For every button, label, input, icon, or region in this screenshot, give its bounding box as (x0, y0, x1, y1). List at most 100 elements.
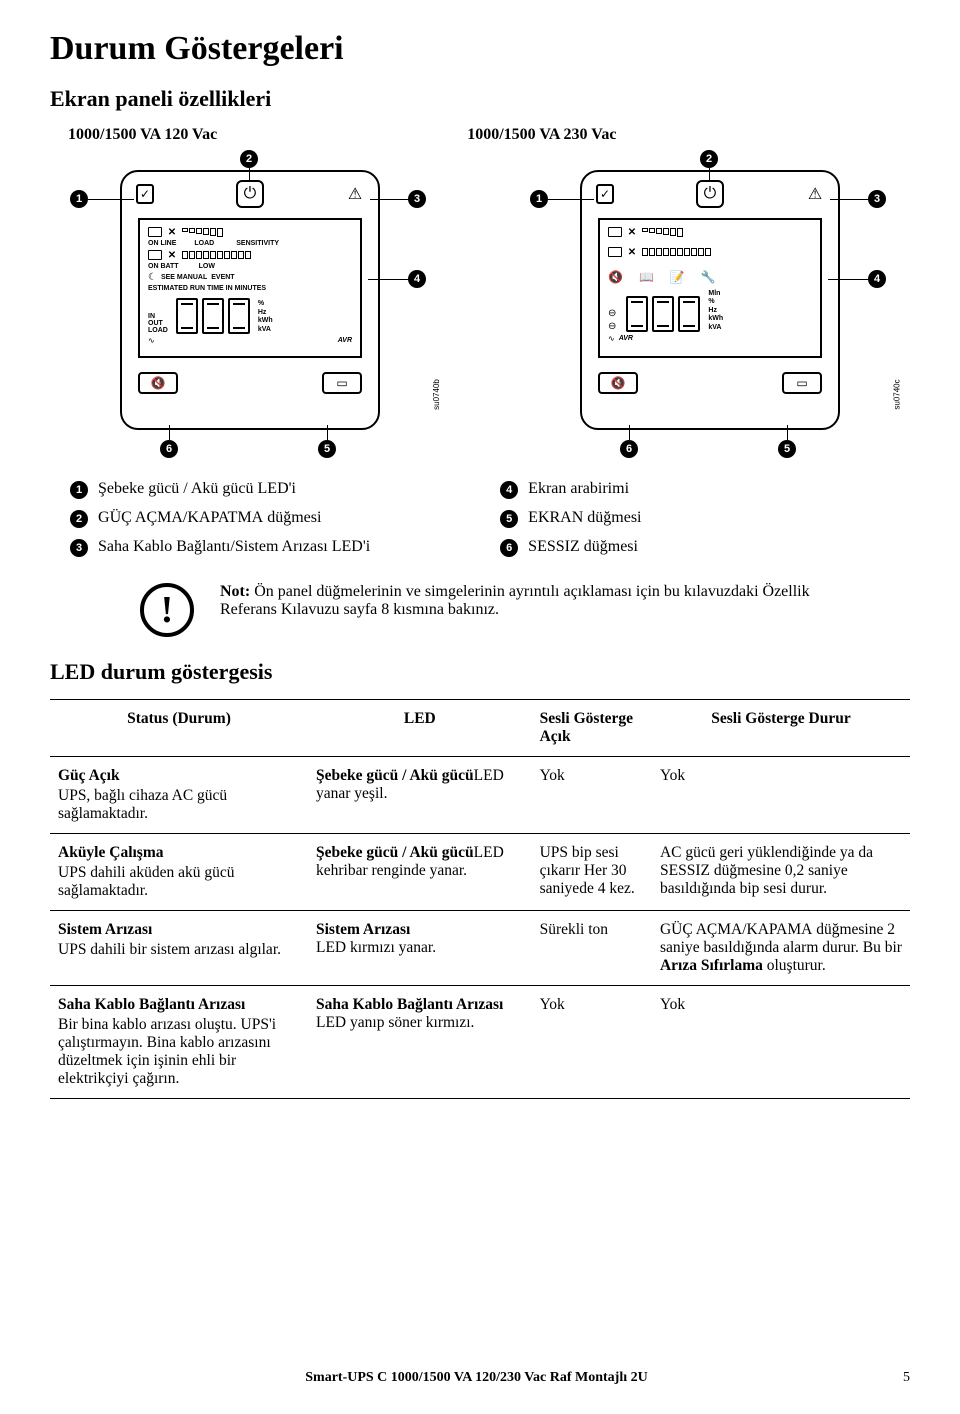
segment-gauge-icon (642, 248, 711, 256)
sound-stop-cell: Yok (652, 986, 910, 1099)
legend-text: SESSIZ düğmesi (528, 538, 638, 556)
unit-label: % (708, 298, 723, 306)
status-table: Status (Durum) LED Sesli Gösterge Açık S… (50, 699, 910, 1099)
mute-small-icon: 🔇 (608, 270, 623, 284)
lcd-label: ON LINE (148, 240, 176, 247)
callout-6: 6 (160, 440, 178, 458)
x-icon: ✕ (626, 226, 638, 238)
display-icon: ▭ (782, 372, 822, 394)
lcd-label: OUT (148, 320, 168, 327)
led-status-heading: LED durum göstergesis (50, 659, 910, 685)
moon-icon: ☾ (148, 272, 157, 283)
page-footer: Smart-UPS C 1000/1500 VA 120/230 Vac Raf… (50, 1370, 910, 1386)
lcd-label: LOW (199, 263, 215, 270)
battery-icon (148, 250, 162, 260)
diagram-code: su0740c (892, 379, 901, 409)
callout-4: 4 (408, 270, 426, 288)
callout-2: 2 (240, 150, 258, 168)
power-icon: ⏻ (236, 180, 264, 208)
mute-icon: 🔇 (138, 372, 178, 394)
panel-left: ✓ ⏻ ⚠ ✕ ON LINE LOAD SENSITIVITY ✕ (120, 170, 380, 430)
x-icon: ✕ (166, 249, 178, 261)
sound-stop-cell: Yok (652, 757, 910, 834)
plug-icon (148, 227, 162, 237)
panel-right: ✓ ⏻ ⚠ ✕ ✕ 🔇 📖 (580, 170, 840, 430)
status-secondary: UPS, bağlı cihaza AC gücü sağlamaktadır. (58, 787, 227, 822)
led-cell: Sistem ArızasıLED kırmızı yanar. (308, 911, 532, 986)
table-header: Status (Durum) (50, 700, 308, 757)
check-icon: ✓ (596, 184, 614, 204)
arrow-in-icon: ⊖ (608, 308, 616, 319)
status-secondary: Bir bina kablo arızası oluştu. UPS'i çal… (58, 1016, 276, 1087)
power-icon: ⏻ (696, 180, 724, 208)
callout-3: 3 (868, 190, 886, 208)
legend: 1Şebeke gücü / Akü gücü LED'i 2GÜÇ AÇMA/… (70, 480, 910, 557)
seven-segment-icon (176, 298, 250, 334)
avr-label: AVR (619, 335, 633, 342)
panel-right-wrap: ✓ ⏻ ⚠ ✕ ✕ 🔇 📖 (520, 150, 910, 460)
status-secondary: UPS dahili aküden akü gücü sağlamaktadır… (58, 864, 235, 899)
legend-text: Şebeke gücü / Akü gücü LED'i (98, 480, 296, 498)
legend-num: 6 (500, 539, 518, 557)
lcd-label: EVENT (211, 274, 234, 281)
plug-icon (608, 227, 622, 237)
sound-on-cell: UPS bip sesi çıkarır Her 30 saniyede 4 k… (532, 834, 652, 911)
wave-icon: ∿ (608, 334, 615, 343)
table-header: LED (308, 700, 532, 757)
legend-text: Saha Kablo Bağlantı/Sistem Arızası LED'i (98, 538, 370, 556)
legend-text: Ekran arabirimi (528, 480, 629, 498)
unit-label: kWh (258, 317, 273, 325)
table-header: Sesli Gösterge Durur (652, 700, 910, 757)
lcd-label: SENSITIVITY (236, 240, 279, 247)
table-row: Aküyle Çalışma UPS dahili aküden akü gücü… (50, 834, 910, 911)
status-primary: Saha Kablo Bağlantı Arızası (58, 996, 300, 1014)
unit-label: % (258, 300, 273, 308)
legend-num: 3 (70, 539, 88, 557)
table-row: Güç AçıkUPS, bağlı cihaza AC gücü sağlam… (50, 757, 910, 834)
seven-segment-icon (626, 296, 700, 332)
section-subtitle: Ekran paneli özellikleri (50, 86, 910, 112)
lcd-label: SEE MANUAL (161, 274, 207, 281)
segment-gauge-icon (182, 251, 251, 259)
status-primary: Aküyle Çalışma (58, 844, 300, 862)
sound-on-cell: Sürekli ton (532, 911, 652, 986)
legend-num: 1 (70, 481, 88, 499)
lcd-label: LOAD (148, 327, 168, 334)
avr-label: AVR (338, 337, 352, 344)
legend-text: EKRAN düğmesi (528, 509, 641, 527)
battery-icon (608, 247, 622, 257)
exclamation-icon: ! (140, 583, 194, 637)
footer-title: Smart-UPS C 1000/1500 VA 120/230 Vac Raf… (305, 1370, 648, 1386)
lcd-label: ESTIMATED RUN TIME IN MINUTES (148, 285, 266, 292)
callout-1: 1 (70, 190, 88, 208)
bar-gauge-icon (182, 228, 223, 237)
note-text: Not: Ön panel düğmelerinin ve simgelerin… (220, 583, 860, 619)
lcd-label: IN (148, 313, 168, 320)
panel-left-wrap: ✓ ⏻ ⚠ ✕ ON LINE LOAD SENSITIVITY ✕ (60, 150, 450, 460)
arrow-out-icon: ⊖ (608, 321, 616, 332)
unit-label: Hz (708, 307, 723, 315)
unit-label: kVA (708, 324, 723, 332)
unit-label: kWh (708, 315, 723, 323)
lcd-label: LOAD (194, 240, 214, 247)
display-icon: ▭ (322, 372, 362, 394)
table-header: Sesli Gösterge Açık (532, 700, 652, 757)
lcd-label: ON BATT (148, 263, 179, 270)
sound-stop-cell: GÜÇ AÇMA/KAPAMA düğmesine 2 saniye basıl… (652, 911, 910, 986)
wave-icon: ∿ (148, 336, 155, 345)
status-secondary: UPS dahili bir sistem arızası algılar. (58, 941, 281, 958)
unit-label: Hz (258, 309, 273, 317)
led-cell: Şebeke gücü / Akü gücüLED yanar yeşil. (308, 757, 532, 834)
led-cell: Şebeke gücü / Akü gücüLED kehribar rengi… (308, 834, 532, 911)
legend-num: 5 (500, 510, 518, 528)
warning-icon: ⚠ (346, 184, 364, 204)
legend-num: 4 (500, 481, 518, 499)
note-icon: 📝 (670, 270, 685, 284)
page-title: Durum Göstergeleri (50, 30, 910, 68)
check-icon: ✓ (136, 184, 154, 204)
callout-5: 5 (778, 440, 796, 458)
model-right-label: 1000/1500 VA 230 Vac (467, 126, 616, 144)
callout-3: 3 (408, 190, 426, 208)
bar-gauge-icon (642, 228, 683, 237)
sound-stop-cell: AC gücü geri yüklendiğinde ya da SESSIZ … (652, 834, 910, 911)
